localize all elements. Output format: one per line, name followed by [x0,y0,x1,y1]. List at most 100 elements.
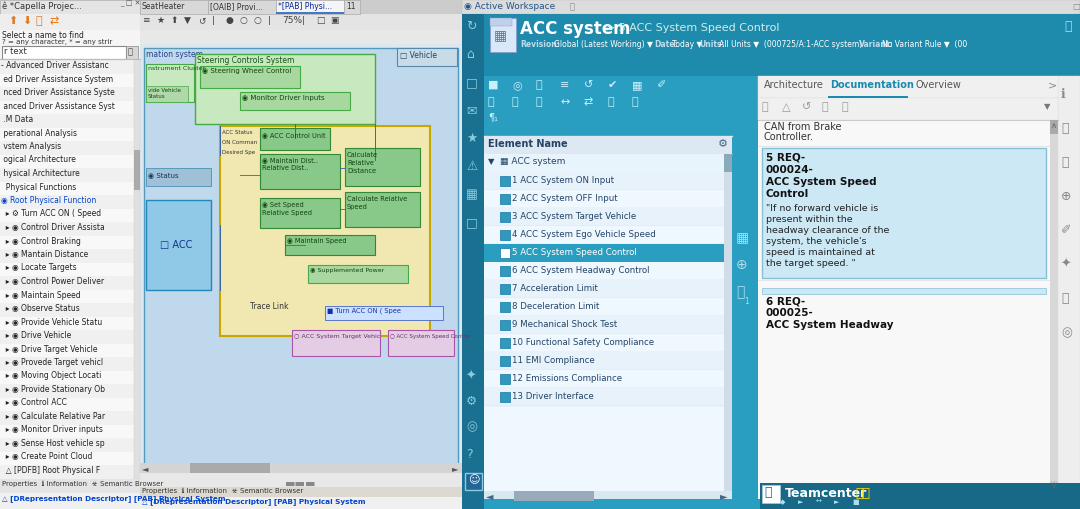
Bar [0,478,140,492]
Text: Units:: Units: [699,40,725,49]
Bar [140,0,462,509]
Bar [0,303,140,317]
Bar [500,176,510,186]
Text: Relative Speed: Relative Speed [262,210,312,216]
Text: ↔: ↔ [561,97,569,107]
Bar [484,226,724,244]
Text: ▸ ◉ Control ACC: ▸ ◉ Control ACC [1,399,67,408]
Bar [146,200,211,290]
Bar [0,263,140,276]
Text: perational Analysis: perational Analysis [1,128,77,137]
Bar [146,168,211,186]
Bar [0,493,140,509]
Text: △ [DRepresentation Descriptor] [PAB] Physical System: △ [DRepresentation Descriptor] [PAB] Phy… [141,498,365,505]
Text: 6 REQ-: 6 REQ- [766,296,806,306]
Bar [0,87,140,100]
Bar [397,48,457,66]
Text: 000024-: 000024- [766,165,814,175]
Text: ◉ Maintain Dist..: ◉ Maintain Dist.. [262,157,318,163]
Bar [220,126,430,336]
Text: ▸ ◉ Observe Status: ▸ ◉ Observe Status [1,304,80,313]
Text: 11 EMI Compliance: 11 EMI Compliance [512,356,595,365]
Bar [0,141,140,155]
Bar [0,114,140,127]
Bar [0,411,140,425]
Bar [0,30,140,60]
Bar [462,0,1080,14]
Text: the target speed. ": the target speed. " [766,259,855,268]
Text: ? = any character, * = any strir: ? = any character, * = any strir [2,39,112,45]
Text: ○: ○ [240,16,248,25]
Text: ✐: ✐ [1061,224,1071,237]
Text: ⧗: ⧗ [1061,292,1068,305]
Bar [0,0,140,509]
Text: ⬇: ⬇ [22,16,31,26]
Text: r text: r text [4,47,27,56]
Text: △ [PFBD] Root Physical F: △ [PFBD] Root Physical F [1,479,100,489]
Bar [308,265,408,283]
Text: anced Driver Assistance Syst: anced Driver Assistance Syst [1,101,114,110]
Text: ⌂: ⌂ [465,48,474,61]
Bar [146,64,194,102]
Bar [276,12,345,14]
Text: headway clearance of the: headway clearance of the [766,226,889,235]
Text: No Variant Rule ▼  (00: No Variant Rule ▼ (00 [882,40,968,49]
Text: ⎘: ⎘ [1061,122,1068,135]
Text: ↺: ↺ [584,80,593,90]
Bar [462,14,1080,76]
Bar [490,18,516,52]
Text: ⤴: ⤴ [488,97,495,107]
Bar [0,182,140,195]
Text: ▦: ▦ [735,230,750,244]
Bar [140,487,462,497]
Text: 1 ACC System ON Input: 1 ACC System ON Input [512,176,615,185]
Text: ■: ■ [488,80,499,90]
Text: ►: ► [720,491,728,501]
Text: Distance: Distance [347,168,376,174]
Bar [140,0,208,14]
Bar [276,0,345,14]
Text: ⎘: ⎘ [762,102,769,112]
Text: Physical Functions: Physical Functions [1,183,77,191]
Bar [500,392,510,402]
Bar [200,66,300,88]
Bar [724,154,732,172]
Text: .M Data: .M Data [1,115,33,124]
Text: ▸ ◉ Provide Vehicle Statu: ▸ ◉ Provide Vehicle Statu [1,318,103,326]
Text: ◆: ◆ [780,499,785,505]
Bar [0,127,140,141]
Text: ON Comman: ON Comman [222,140,257,145]
Text: 75%: 75% [282,16,302,25]
Text: ∨: ∨ [1051,481,1057,490]
Text: ◉ Maintain Speed: ◉ Maintain Speed [287,238,347,244]
Text: Relative: Relative [347,160,374,166]
Text: ⎘: ⎘ [1061,156,1068,169]
Text: Ⓣ: Ⓣ [764,486,771,499]
Bar [484,76,1080,136]
Text: ►: ► [834,499,839,505]
Bar [140,14,462,30]
Bar [0,438,140,451]
Bar [345,192,420,227]
Bar [762,148,1047,278]
Bar [462,14,484,509]
Text: ê *Capella Projec...: ê *Capella Projec... [2,1,82,11]
Text: △ [PDFB] Root Physical F: △ [PDFB] Root Physical F [1,466,100,475]
Text: 1: 1 [744,297,748,306]
Bar [0,371,140,384]
Bar [0,155,140,168]
Text: |: | [268,16,271,25]
Text: 12 Emissions Compliance: 12 Emissions Compliance [512,374,622,383]
Bar [462,0,1080,509]
Bar [0,249,140,263]
Text: vstem Analysis: vstem Analysis [1,142,62,151]
Text: ACC System Headway: ACC System Headway [766,320,893,330]
Bar [0,425,140,438]
Bar [0,465,140,478]
Bar [484,298,724,316]
Bar [484,136,732,509]
Text: ⎘: ⎘ [536,97,542,107]
Text: 13 Driver Interface: 13 Driver Interface [512,392,594,401]
Text: Documentation: Documentation [831,80,914,90]
Text: 6 ACC System Headway Control: 6 ACC System Headway Control [512,266,649,275]
